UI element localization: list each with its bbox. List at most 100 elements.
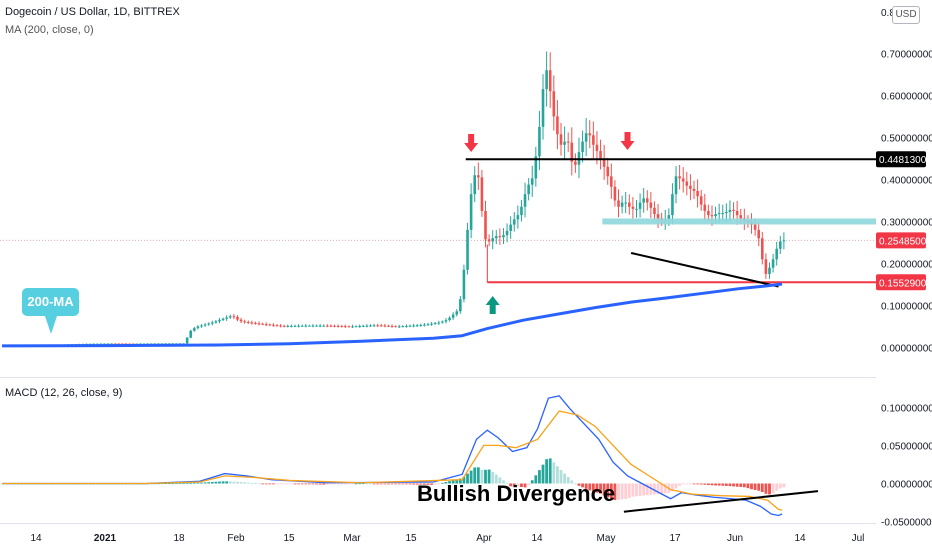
macd-histogram-bar (444, 481, 448, 484)
candle-body (293, 325, 297, 327)
macd-histogram-bar (548, 458, 552, 484)
candle-body (272, 324, 275, 326)
macd-histogram-bar (218, 481, 221, 484)
candle-body (498, 236, 502, 238)
currency-button[interactable]: USD (892, 6, 920, 24)
macd-histogram-bar (390, 483, 394, 485)
candle-body (613, 186, 617, 201)
candle-body (512, 219, 516, 225)
candle-body (264, 324, 268, 326)
macd-histogram-bar (200, 482, 203, 484)
ma-indicator-label[interactable]: MA (200, close, 0) (5, 24, 94, 36)
down-arrow-left-head (464, 143, 479, 152)
candle-body (703, 204, 707, 211)
candle-body (678, 176, 681, 179)
macd-histogram-bar (645, 483, 649, 496)
macd-histogram-bar (225, 481, 229, 484)
candle-body (556, 116, 559, 135)
macd-histogram-bar (617, 483, 620, 500)
macd-histogram-bar (638, 483, 642, 496)
price-tick-label: 0.10000000 (881, 301, 932, 312)
macd-histogram-bar (232, 481, 236, 484)
time-tick-label: Apr (476, 533, 492, 544)
macd-histogram-bar (236, 481, 239, 484)
price-tick-label: 0.50000000 (881, 133, 932, 144)
candle-body (459, 299, 462, 312)
candle-body (491, 238, 494, 242)
macd-histogram-bar (268, 483, 272, 485)
macd-histogram-bar (746, 483, 750, 489)
candle-body (218, 319, 221, 322)
macd-histogram-bar (689, 483, 692, 485)
macd-histogram-bar (721, 483, 725, 486)
macd-histogram-bar (383, 483, 387, 485)
candle-body (771, 259, 775, 268)
macd-histogram-bar (674, 483, 678, 489)
macd-histogram-bar (566, 477, 570, 484)
candle-body (487, 239, 491, 242)
candle-body (717, 213, 721, 215)
candle-body (635, 208, 638, 210)
candle-body (210, 322, 214, 324)
candle-body (113, 343, 117, 345)
candle-body (261, 323, 264, 325)
candle-body (214, 321, 218, 323)
macd-histogram-bar (412, 483, 416, 485)
macd-histogram-bar (624, 483, 628, 499)
macd-histogram-bar (394, 483, 398, 485)
candle-body (477, 175, 480, 178)
macd-histogram-bar (541, 464, 545, 484)
candle-body (354, 326, 358, 328)
time-tick-label: 2021 (94, 533, 117, 544)
candle-body (541, 89, 545, 127)
macd-histogram-bar (512, 483, 516, 488)
macd-histogram-bar (656, 483, 660, 494)
consolidation-zone (602, 218, 876, 225)
price-tick-label: 0.00000000 (881, 344, 932, 355)
candle-body (714, 214, 717, 217)
candle-body (207, 323, 211, 325)
macd-histogram-bar (272, 483, 275, 485)
price-label-box (876, 232, 926, 249)
macd-histogram-bar (422, 483, 426, 485)
macd-histogram-bar (257, 483, 261, 485)
candle-body (103, 343, 106, 345)
macd-panel (2, 395, 819, 517)
candle-body (322, 325, 326, 327)
candle-body (405, 325, 408, 327)
price-tick-label: 0.20000000 (881, 259, 932, 270)
candle-body (290, 325, 293, 327)
time-tick-label: 15 (283, 533, 295, 544)
macd-histogram-bar (642, 483, 646, 496)
macd-histogram-bar (559, 470, 563, 484)
candle-body (534, 156, 538, 179)
candle-body (300, 325, 304, 327)
candle-body (189, 330, 193, 338)
candle-body (239, 319, 243, 322)
macd-histogram-bar (221, 481, 225, 484)
macd-histogram-bar (275, 483, 279, 485)
macd-histogram-bar (405, 483, 408, 485)
macd-histogram-bar (484, 469, 487, 484)
candle-body (232, 316, 236, 318)
candle-body (193, 328, 196, 331)
candle-body (538, 126, 541, 157)
macd-histogram-bar (599, 483, 602, 494)
macd-histogram-bar (588, 483, 592, 491)
candle-body (681, 178, 685, 182)
macd-histogram-bar (297, 483, 300, 485)
time-tick-label: 18 (173, 533, 185, 544)
macd-histogram-bar (681, 483, 685, 485)
candle-body (318, 325, 322, 327)
divergence-label: Bullish Divergence (417, 481, 616, 506)
macd-histogram-bar (671, 483, 674, 492)
macd-histogram-bar (343, 483, 347, 485)
macd-histogram-bar (361, 483, 365, 485)
macd-histogram-bar (764, 483, 768, 494)
macd-histogram-bar (771, 483, 775, 494)
candle-body (246, 321, 250, 323)
ma-callout: 200-MA (22, 288, 79, 316)
macd-indicator-label[interactable]: MACD (12, 26, close, 9) (5, 387, 123, 399)
candle-body (559, 134, 563, 145)
candle-body (297, 325, 300, 327)
